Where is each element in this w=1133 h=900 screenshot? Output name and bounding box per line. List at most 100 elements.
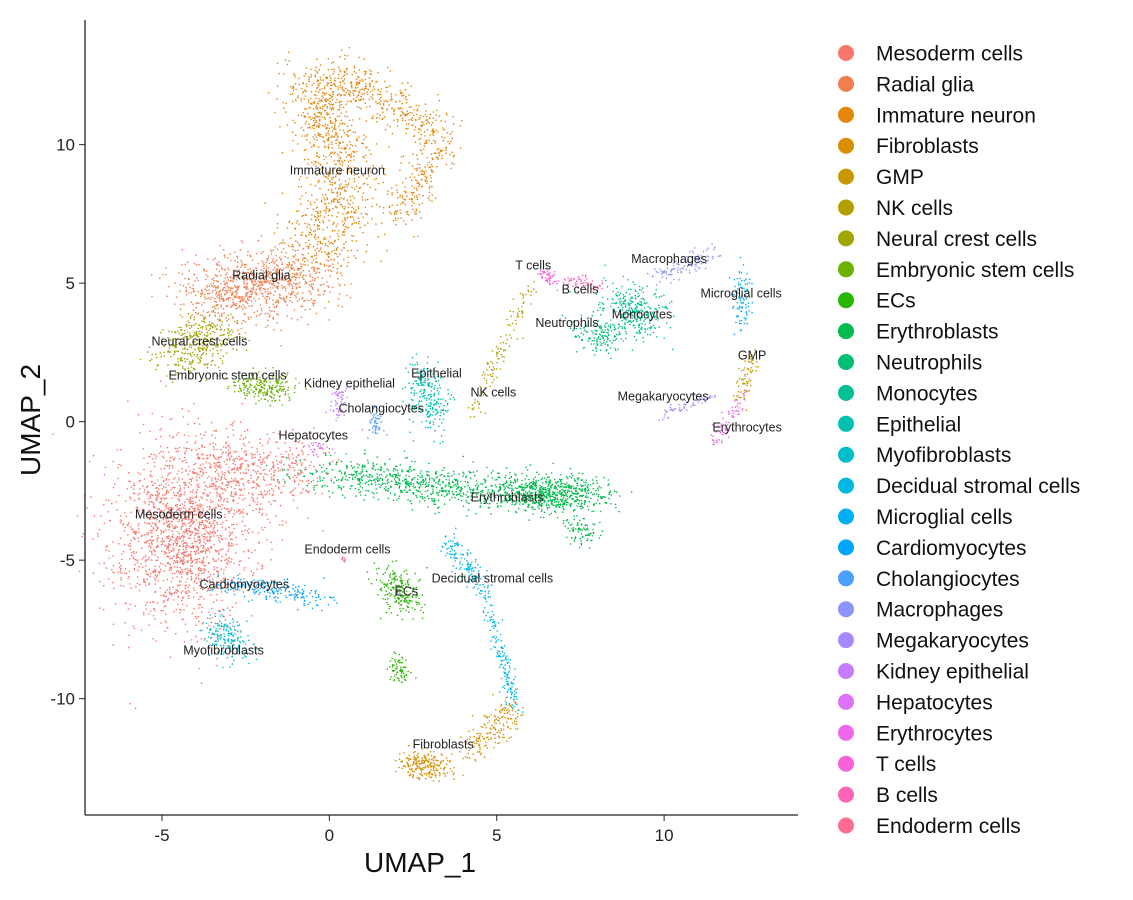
data-point xyxy=(280,453,283,456)
data-point xyxy=(165,482,167,485)
data-point xyxy=(442,139,445,142)
data-point xyxy=(315,257,318,260)
data-point xyxy=(338,115,341,117)
data-point xyxy=(361,429,364,431)
data-point xyxy=(321,116,324,118)
data-point xyxy=(267,291,269,293)
data-point xyxy=(311,262,313,264)
data-point xyxy=(495,718,498,720)
data-point xyxy=(195,562,197,564)
data-point xyxy=(195,476,198,478)
data-point xyxy=(100,515,102,517)
data-point xyxy=(138,531,140,534)
data-point xyxy=(291,276,293,279)
data-point xyxy=(289,446,292,449)
data-point xyxy=(159,587,162,589)
data-point xyxy=(399,209,401,211)
data-point xyxy=(168,472,170,475)
data-point xyxy=(266,457,269,460)
data-point xyxy=(186,423,189,426)
data-point xyxy=(262,529,264,531)
data-point xyxy=(287,266,289,268)
data-point xyxy=(424,754,426,757)
data-point xyxy=(399,89,402,92)
data-point xyxy=(138,498,141,501)
data-point xyxy=(199,470,202,472)
data-point xyxy=(408,119,411,121)
data-point xyxy=(307,479,310,482)
data-point xyxy=(211,477,213,480)
data-point xyxy=(104,466,107,469)
data-point xyxy=(231,424,234,427)
data-point xyxy=(129,603,132,605)
data-point xyxy=(414,759,417,762)
data-point xyxy=(401,102,404,105)
data-point xyxy=(250,552,253,554)
data-point xyxy=(214,488,216,490)
data-point xyxy=(136,559,139,561)
data-point xyxy=(309,201,312,204)
data-point xyxy=(303,458,305,461)
data-point xyxy=(203,446,206,449)
data-point xyxy=(186,533,189,535)
data-point xyxy=(433,152,436,155)
data-point xyxy=(421,202,424,205)
data-point xyxy=(357,94,360,96)
data-point xyxy=(213,279,215,282)
data-point xyxy=(133,499,136,502)
data-point xyxy=(330,155,333,158)
data-point xyxy=(305,282,308,285)
data-point xyxy=(366,177,368,180)
data-point xyxy=(345,212,348,215)
data-point xyxy=(302,292,304,294)
data-point xyxy=(322,79,324,81)
data-point xyxy=(348,178,351,180)
data-point xyxy=(273,328,275,331)
data-point xyxy=(238,458,241,461)
data-point xyxy=(195,582,198,585)
data-point xyxy=(278,293,281,296)
data-point xyxy=(189,534,191,537)
data-point xyxy=(223,477,226,479)
data-point xyxy=(217,285,219,288)
data-point xyxy=(222,308,225,310)
data-point xyxy=(168,529,171,531)
data-point xyxy=(353,219,355,221)
data-point xyxy=(188,545,190,548)
data-point xyxy=(387,146,390,148)
data-point xyxy=(166,537,168,539)
data-point xyxy=(170,567,173,569)
data-point xyxy=(353,222,356,224)
data-point xyxy=(428,758,431,760)
data-point xyxy=(162,497,164,499)
data-point xyxy=(352,90,354,92)
data-point xyxy=(230,455,233,458)
data-point xyxy=(317,116,320,118)
data-point xyxy=(213,560,215,562)
data-point xyxy=(240,560,242,562)
data-point xyxy=(189,568,192,570)
data-point xyxy=(514,722,516,725)
data-point xyxy=(128,471,130,474)
data-point xyxy=(375,81,377,83)
data-point xyxy=(215,430,217,433)
data-point xyxy=(424,166,427,168)
data-point xyxy=(428,771,431,774)
data-point xyxy=(312,117,314,119)
data-point xyxy=(419,768,421,770)
data-point xyxy=(349,297,352,299)
data-point xyxy=(174,282,176,285)
data-point xyxy=(252,498,255,500)
data-point xyxy=(210,524,213,527)
data-point xyxy=(395,223,397,226)
data-point xyxy=(305,120,308,123)
data-point xyxy=(128,558,131,560)
data-point xyxy=(436,156,439,159)
data-point xyxy=(383,116,386,118)
data-point xyxy=(321,194,324,196)
data-point xyxy=(336,207,339,209)
data-point xyxy=(329,242,331,245)
data-point xyxy=(246,254,249,256)
data-point xyxy=(329,122,332,124)
data-point xyxy=(288,264,291,266)
